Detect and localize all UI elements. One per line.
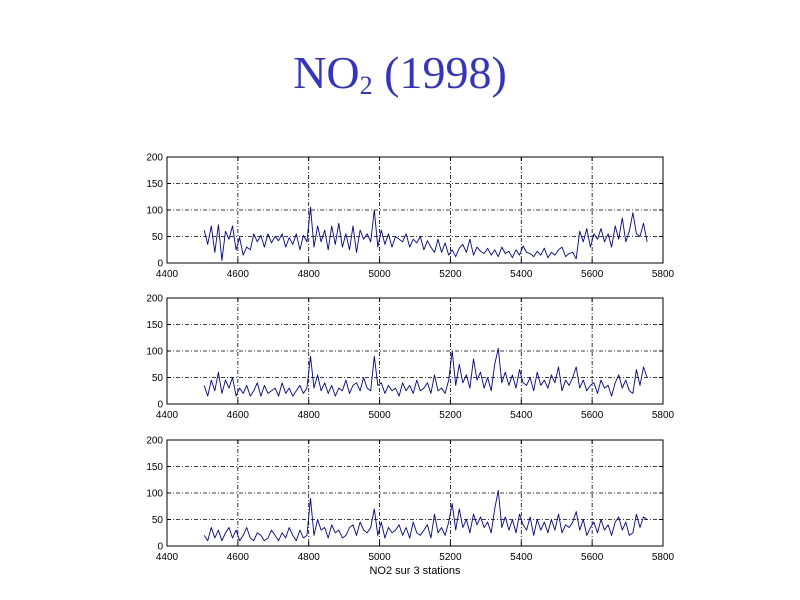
x-tick-label: 4400 — [156, 410, 179, 421]
y-tick-label: 150 — [146, 320, 163, 331]
y-tick-label: 200 — [146, 294, 163, 305]
x-tick-label: 4600 — [227, 269, 250, 280]
title-subscript: 2 — [359, 71, 373, 100]
x-tick-label: 5800 — [652, 269, 675, 280]
y-tick-label: 100 — [146, 489, 163, 500]
x-tick-label: 5600 — [581, 269, 604, 280]
x-tick-label: 5800 — [652, 410, 675, 421]
x-tick-label: 5200 — [439, 269, 462, 280]
y-tick-label: 200 — [146, 436, 163, 447]
x-tick-label: 5000 — [368, 552, 391, 563]
y-tick-label: 200 — [146, 153, 163, 164]
y-tick-label: 150 — [146, 462, 163, 473]
chart-panel-2: 4400 4600 4800 5000 5200 5400 5600 5800 0 50 100 15… — [146, 294, 674, 422]
y-tick-label: 50 — [152, 232, 164, 243]
x-tick-label: 5200 — [439, 410, 462, 421]
y-tick-label: 0 — [157, 400, 163, 411]
x-tick-label: 4400 — [156, 552, 179, 563]
y-tick-label: 150 — [146, 179, 163, 190]
x-tick-label: 4800 — [298, 269, 321, 280]
title-rest: (1998) — [372, 47, 507, 98]
y-tick-label: 0 — [157, 259, 163, 270]
x-tick-label: 5200 — [439, 552, 462, 563]
x-tick-label: 5000 — [368, 269, 391, 280]
y-tick-label: 100 — [146, 206, 163, 217]
y-tick-label: 50 — [152, 515, 164, 526]
x-axis-label: NO2 sur 3 stations — [369, 565, 461, 577]
slide-title: NO2 (1998) — [0, 50, 800, 99]
x-tick-label: 5600 — [581, 410, 604, 421]
x-tick-label: 5400 — [510, 269, 533, 280]
x-tick-label: 4400 — [156, 269, 179, 280]
x-tick-label: 5800 — [652, 552, 675, 563]
title-main: NO — [293, 47, 360, 98]
x-tick-label: 5000 — [368, 410, 391, 421]
x-tick-label: 4600 — [227, 410, 250, 421]
series-line-1 — [203, 347, 648, 397]
y-tick-label: 0 — [157, 542, 163, 553]
y-tick-label: 50 — [152, 373, 164, 384]
series-line-1 — [203, 206, 648, 261]
series-line-1 — [203, 489, 648, 542]
x-tick-label: 4600 — [227, 552, 250, 563]
x-tick-label: 4800 — [298, 410, 321, 421]
x-tick-label: 5400 — [510, 552, 533, 563]
y-tick-label: 100 — [146, 347, 163, 358]
chart-panel-3: 4400 4600 4800 5000 5200 5400 5600 5800 0 50 100 15… — [146, 436, 674, 578]
x-tick-label: 4800 — [298, 552, 321, 563]
x-tick-label: 5600 — [581, 552, 604, 563]
chart-panel-1: 4400 4600 4800 5000 5200 5400 5600 5800 0 50 100 15… — [146, 153, 674, 281]
x-tick-label: 5400 — [510, 410, 533, 421]
